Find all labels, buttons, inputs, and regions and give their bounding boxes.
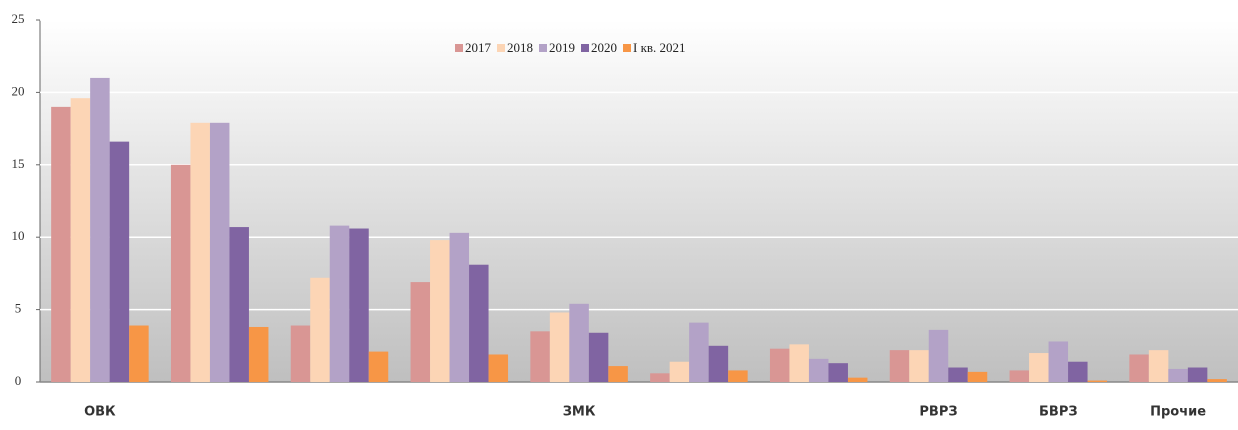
y-tick-label: 0: [15, 373, 22, 388]
bar: [1068, 361, 1088, 382]
bar: [190, 122, 210, 383]
y-tick-label: 25: [12, 11, 25, 26]
bar: [449, 232, 470, 382]
legend-swatch: [539, 44, 547, 52]
legend-label: I кв. 2021: [633, 40, 686, 55]
bar: [728, 370, 748, 382]
x-tick-label: Прочие: [1150, 405, 1206, 420]
bar: [1148, 350, 1169, 382]
bar: [769, 348, 790, 382]
bar: [1207, 379, 1227, 382]
legend-swatch: [581, 44, 589, 52]
bar: [1087, 380, 1108, 382]
y-tick-label: 15: [12, 156, 25, 171]
bar: [129, 325, 149, 382]
bar: [70, 98, 91, 382]
y-tick-label: 10: [12, 228, 25, 243]
bar: [1168, 368, 1188, 382]
legend-swatch: [623, 44, 631, 52]
bar: [588, 332, 609, 382]
bar: [310, 277, 330, 382]
bar: [109, 141, 130, 382]
x-tick-label: БВРЗ: [1039, 405, 1078, 420]
legend-label: 2020: [591, 40, 617, 55]
bar: [650, 373, 670, 382]
bar: [209, 122, 230, 383]
legend-label: 2019: [549, 40, 575, 55]
bar: [349, 228, 369, 382]
bar: [928, 329, 949, 382]
bar: [708, 345, 729, 382]
bar: [909, 350, 929, 382]
bar: [430, 240, 450, 382]
bar: [90, 77, 110, 383]
bar: [368, 351, 389, 382]
bar: [51, 106, 71, 382]
bar: [1048, 341, 1069, 382]
bar: [290, 325, 311, 382]
bar: [488, 354, 509, 382]
bar: [789, 344, 809, 382]
bar: [828, 363, 848, 382]
bar: [229, 227, 249, 382]
bar: [847, 377, 868, 382]
bar: [569, 303, 589, 382]
bar: [549, 312, 570, 382]
bar: [410, 282, 431, 382]
bar: [967, 371, 988, 382]
bar: [1029, 353, 1049, 382]
x-tick-label: РВРЗ: [919, 405, 957, 420]
bar: [808, 358, 829, 382]
bar: [689, 322, 709, 382]
bar: [608, 366, 628, 382]
bar: [1129, 354, 1149, 382]
x-tick-label: ЗМК: [563, 405, 596, 420]
bar: [1009, 370, 1030, 382]
bar: [948, 367, 968, 382]
bar: [469, 264, 489, 382]
y-tick-label: 5: [15, 301, 22, 316]
legend-label: 2018: [507, 40, 533, 55]
bar: [889, 350, 910, 382]
x-tick-label: ОВК: [84, 405, 116, 420]
bar: [248, 326, 269, 382]
y-tick-label: 20: [12, 83, 25, 98]
bar: [170, 164, 191, 382]
bar: [329, 225, 350, 382]
legend-label: 2017: [465, 40, 492, 55]
legend-swatch: [455, 44, 463, 52]
bar: [1187, 367, 1208, 382]
legend-swatch: [497, 44, 505, 52]
bar: [669, 361, 690, 382]
bar: [530, 331, 550, 382]
